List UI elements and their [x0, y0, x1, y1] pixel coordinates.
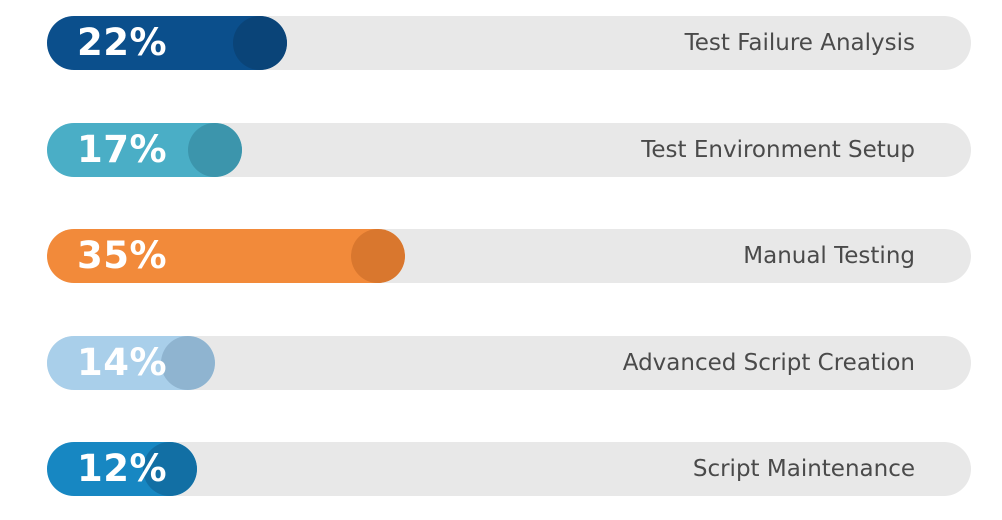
bar-row: 12% Script Maintenance — [47, 442, 971, 496]
bar-value-label: 17% — [77, 128, 168, 171]
bar-category-label: Test Failure Analysis — [684, 30, 915, 56]
bar-category-label: Manual Testing — [743, 243, 915, 269]
bar-value-label: 14% — [77, 341, 168, 384]
bar-category-label: Advanced Script Creation — [622, 350, 915, 376]
bar-row: 17% Test Environment Setup — [47, 123, 971, 177]
bar-value-label: 35% — [77, 234, 168, 277]
bar-fill — [47, 442, 197, 496]
bar-end-knob — [188, 123, 243, 177]
bar-category-label: Script Maintenance — [692, 456, 915, 482]
bar-value-label: 22% — [77, 21, 168, 64]
bar-row: 35% Manual Testing — [47, 229, 971, 283]
bar-end-knob — [233, 16, 288, 70]
bar-fill — [47, 229, 405, 283]
bar-end-knob — [351, 229, 405, 283]
bar-row: 22% Test Failure Analysis — [47, 16, 971, 70]
bar-fill — [47, 16, 288, 70]
bar-row: 14% Advanced Script Creation — [47, 336, 971, 390]
bar-category-label: Test Environment Setup — [641, 137, 915, 163]
bar-fill — [47, 336, 216, 390]
bar-track — [47, 442, 971, 496]
bar-end-knob — [143, 442, 197, 496]
bar-fill — [47, 123, 243, 177]
bar-end-knob — [161, 336, 216, 390]
bar-value-label: 12% — [77, 447, 168, 490]
